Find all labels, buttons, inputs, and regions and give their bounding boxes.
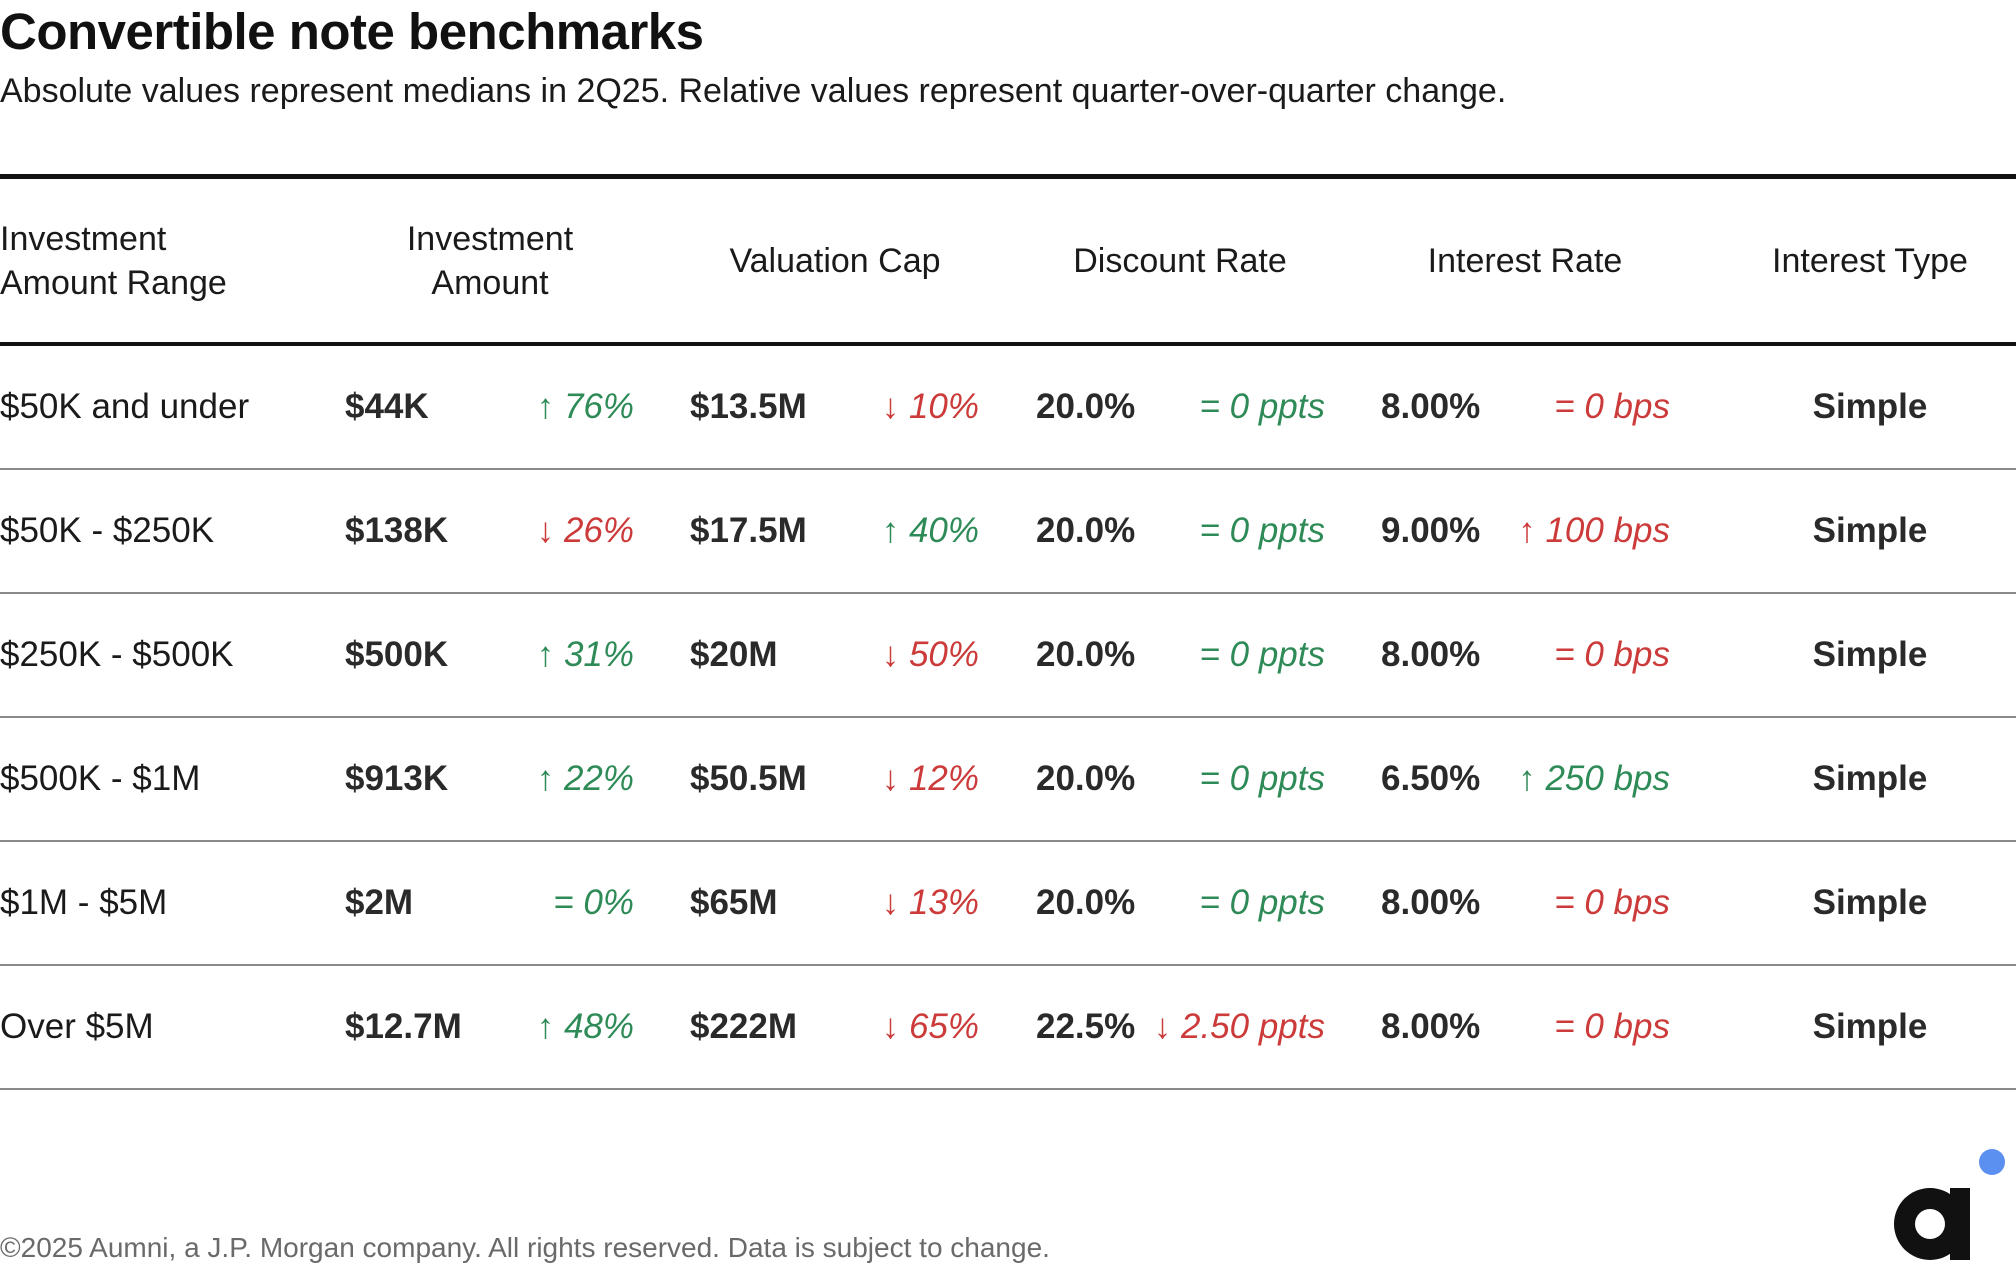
cell-valuation-cap-change: ↓ 12%	[881, 759, 979, 798]
header-valuation-cap: Valuation Cap	[685, 179, 985, 342]
cell-interest-type: Simple	[1812, 635, 1928, 674]
table-row: $50K - $250K $138K ↓ 26% $17.5M ↑ 40% 20…	[0, 470, 2016, 594]
cell-valuation-cap: $20M	[690, 635, 778, 674]
cell-valuation-cap-change: ↓ 10%	[881, 387, 979, 426]
cell-interest-rate-change: = 0 bps	[1554, 635, 1670, 674]
header-label: Interest Type	[1772, 241, 1968, 280]
table-row: $250K - $500K $500K ↑ 31% $20M ↓ 50% 20.…	[0, 594, 2016, 718]
header-discount-rate: Discount Rate	[1030, 179, 1330, 342]
aumni-logo-icon	[1888, 1146, 2008, 1266]
cell-discount-rate: 22.5%	[1036, 1007, 1136, 1046]
cell-discount-rate: 20.0%	[1036, 635, 1136, 674]
cell-investment-amount-change: = 0%	[553, 883, 634, 922]
cell-investment-amount: $44K	[345, 387, 429, 426]
cell-investment-amount-change: ↑ 48%	[536, 1007, 634, 1046]
cell-investment-amount-change: ↑ 76%	[536, 387, 634, 426]
cell-valuation-cap: $17.5M	[690, 511, 807, 550]
cell-interest-type: Simple	[1812, 1007, 1928, 1046]
cell-discount-rate: 20.0%	[1036, 759, 1136, 798]
cell-interest-rate: 8.00%	[1381, 387, 1481, 426]
table-top-rule	[0, 174, 2016, 179]
logo-stem	[1950, 1188, 1970, 1260]
page-subtitle: Absolute values represent medians in 2Q2…	[0, 72, 1507, 110]
header-investment-amount-range: Investment Amount Range	[0, 179, 330, 342]
cell-range: $50K - $250K	[0, 511, 215, 550]
table-header-row: Investment Amount Range Investment Amoun…	[0, 179, 2016, 342]
cell-investment-amount-change: ↑ 31%	[536, 635, 634, 674]
cell-interest-rate: 8.00%	[1381, 635, 1481, 674]
cell-interest-rate: 6.50%	[1381, 759, 1481, 798]
cell-valuation-cap-change: ↓ 13%	[881, 883, 979, 922]
table-row: $1M - $5M $2M = 0% $65M ↓ 13% 20.0% = 0 …	[0, 842, 2016, 966]
cell-discount-rate-change: ↓ 2.50 ppts	[1153, 1007, 1325, 1046]
cell-investment-amount: $500K	[345, 635, 449, 674]
cell-discount-rate-change: = 0 ppts	[1199, 387, 1325, 426]
header-label: Discount Rate	[1073, 241, 1287, 280]
header-label: Investment Amount	[406, 219, 574, 302]
header-interest-type: Interest Type	[1720, 179, 2016, 342]
copyright-footer: ©2025 Aumni, a J.P. Morgan company. All …	[0, 1232, 1050, 1263]
cell-valuation-cap-change: ↓ 65%	[881, 1007, 979, 1046]
cell-valuation-cap-change: ↑ 40%	[881, 511, 979, 550]
cell-valuation-cap-change: ↓ 50%	[881, 635, 979, 674]
cell-investment-amount: $138K	[345, 511, 449, 550]
cell-interest-type: Simple	[1812, 387, 1928, 426]
cell-interest-rate: 9.00%	[1381, 511, 1481, 550]
cell-valuation-cap: $13.5M	[690, 387, 807, 426]
header-interest-rate: Interest Rate	[1375, 179, 1675, 342]
cell-interest-type: Simple	[1812, 511, 1928, 550]
cell-interest-rate: 8.00%	[1381, 883, 1481, 922]
cell-discount-rate-change: = 0 ppts	[1199, 635, 1325, 674]
cell-valuation-cap: $65M	[690, 883, 778, 922]
cell-investment-amount: $12.7M	[345, 1007, 462, 1046]
cell-investment-amount-change: ↓ 26%	[536, 511, 634, 550]
cell-investment-amount: $2M	[345, 883, 414, 922]
cell-interest-rate-change: = 0 bps	[1554, 1007, 1670, 1046]
cell-discount-rate-change: = 0 ppts	[1199, 883, 1325, 922]
cell-range: Over $5M	[0, 1007, 154, 1046]
table-row: $500K - $1M $913K ↑ 22% $50.5M ↓ 12% 20.…	[0, 718, 2016, 842]
header-label: Valuation Cap	[729, 241, 941, 280]
cell-interest-type: Simple	[1812, 759, 1928, 798]
cell-discount-rate-change: = 0 ppts	[1199, 759, 1325, 798]
cell-interest-rate-change: ↑ 100 bps	[1518, 511, 1670, 550]
header-label: Interest Rate	[1427, 241, 1623, 280]
cell-interest-rate-change: = 0 bps	[1554, 883, 1670, 922]
cell-valuation-cap: $222M	[690, 1007, 798, 1046]
logo-counter	[1915, 1209, 1945, 1239]
table-row: $50K and under $44K ↑ 76% $13.5M ↓ 10% 2…	[0, 346, 2016, 470]
cell-investment-amount-change: ↑ 22%	[536, 759, 634, 798]
cell-range: $500K - $1M	[0, 759, 201, 798]
cell-discount-rate: 20.0%	[1036, 883, 1136, 922]
cell-investment-amount: $913K	[345, 759, 449, 798]
cell-discount-rate: 20.0%	[1036, 387, 1136, 426]
cell-interest-rate: 8.00%	[1381, 1007, 1481, 1046]
cell-range: $250K - $500K	[0, 635, 234, 674]
cell-range: $1M - $5M	[0, 883, 168, 922]
aumni-logo-icon	[1894, 1149, 2005, 1260]
table-body: $50K and under $44K ↑ 76% $13.5M ↓ 10% 2…	[0, 346, 2016, 1090]
table-row: Over $5M $12.7M ↑ 48% $222M ↓ 65% 22.5% …	[0, 966, 2016, 1090]
cell-discount-rate-change: = 0 ppts	[1199, 511, 1325, 550]
cell-range: $50K and under	[0, 387, 250, 426]
cell-interest-rate-change: = 0 bps	[1554, 387, 1670, 426]
header-label: Investment Amount Range	[0, 219, 227, 302]
cell-valuation-cap: $50.5M	[690, 759, 807, 798]
table-header-rule	[0, 342, 2016, 346]
logo-dot	[1979, 1149, 2005, 1175]
header-investment-amount: Investment Amount	[340, 179, 640, 342]
cell-discount-rate: 20.0%	[1036, 511, 1136, 550]
page-title: Convertible note benchmarks	[0, 3, 704, 60]
cell-interest-type: Simple	[1812, 883, 1928, 922]
cell-interest-rate-change: ↑ 250 bps	[1518, 759, 1670, 798]
